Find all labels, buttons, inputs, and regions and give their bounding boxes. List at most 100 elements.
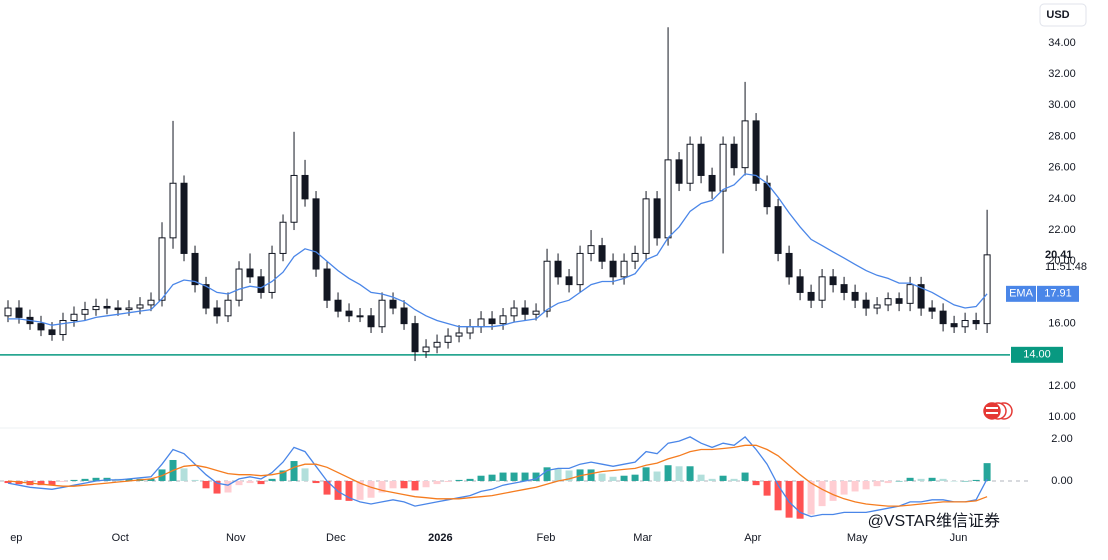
candle-body bbox=[235, 268, 243, 301]
candle-body bbox=[906, 284, 914, 304]
histogram-bar bbox=[59, 480, 67, 483]
y-tick-label: 34.00 bbox=[1048, 37, 1076, 49]
candle-body bbox=[576, 252, 584, 286]
candle-body bbox=[884, 298, 892, 306]
histogram-bar bbox=[422, 480, 430, 488]
histogram-bar bbox=[972, 479, 980, 481]
candle-body bbox=[620, 260, 628, 278]
y-tick-label: 0.00 bbox=[1051, 475, 1072, 487]
candle-body bbox=[136, 304, 144, 309]
x-tick-label: Mar bbox=[633, 532, 652, 544]
histogram-bar bbox=[389, 480, 397, 489]
histogram-bar bbox=[851, 480, 859, 492]
histogram-bar bbox=[411, 480, 419, 491]
candle-body bbox=[81, 309, 89, 315]
candle-body bbox=[543, 260, 551, 312]
candle-body bbox=[598, 245, 606, 262]
histogram-bar bbox=[895, 480, 903, 482]
x-tick-label: ep bbox=[10, 532, 22, 544]
candle-body bbox=[455, 332, 463, 337]
histogram-bar bbox=[367, 480, 375, 498]
candle-body bbox=[367, 315, 375, 328]
histogram-bar bbox=[829, 480, 837, 501]
macd-line bbox=[7, 444, 988, 507]
candle-body bbox=[92, 305, 100, 311]
y-tick-label: 2.00 bbox=[1051, 433, 1072, 445]
candle-body bbox=[895, 298, 903, 304]
currency-label[interactable]: USD bbox=[1046, 9, 1069, 21]
histogram-bar bbox=[48, 480, 56, 486]
candle-body bbox=[950, 323, 958, 328]
candle-body bbox=[807, 291, 815, 301]
candle-body bbox=[928, 307, 936, 312]
candle-body bbox=[664, 159, 672, 239]
candle-body bbox=[829, 276, 837, 286]
candle-body bbox=[477, 318, 485, 328]
x-tick-label: Nov bbox=[226, 532, 246, 544]
candle-body bbox=[741, 120, 749, 169]
candle-body bbox=[169, 182, 177, 239]
histogram-bar bbox=[862, 480, 870, 490]
candle-body bbox=[389, 299, 397, 309]
histogram-bar bbox=[488, 474, 496, 481]
histogram-bar bbox=[961, 480, 969, 482]
candle-body bbox=[752, 120, 760, 184]
candle-body bbox=[180, 182, 188, 254]
histogram-bar bbox=[323, 480, 331, 495]
histogram-bar bbox=[4, 480, 12, 484]
y-tick-label: 28.00 bbox=[1048, 130, 1076, 142]
candle-body bbox=[774, 206, 782, 254]
candle-body bbox=[631, 252, 639, 262]
histogram-bar bbox=[213, 480, 221, 494]
candle-body bbox=[554, 260, 562, 278]
histogram-bar bbox=[653, 471, 661, 481]
x-tick-label: Jun bbox=[950, 532, 968, 544]
countdown: 11:51:48 bbox=[1045, 261, 1087, 273]
histogram-bar bbox=[642, 467, 650, 481]
histogram-bar bbox=[950, 480, 958, 482]
candle-body bbox=[257, 276, 265, 293]
candle-body bbox=[466, 326, 474, 334]
candle-body bbox=[510, 307, 518, 317]
candle-body bbox=[444, 335, 452, 343]
candle-body bbox=[796, 276, 804, 293]
histogram-bar bbox=[510, 472, 518, 481]
ema-value: 17.91 bbox=[1044, 288, 1072, 300]
candle-body bbox=[862, 299, 870, 309]
currency-button[interactable] bbox=[1039, 3, 1087, 27]
histogram-bar bbox=[147, 478, 155, 481]
candle-body bbox=[191, 252, 199, 286]
candle-body bbox=[686, 143, 694, 184]
histogram-bar bbox=[257, 480, 265, 485]
y-tick-label: 32.00 bbox=[1048, 68, 1076, 80]
y-tick-label: 16.00 bbox=[1048, 318, 1076, 330]
candle-body bbox=[48, 329, 56, 336]
histogram-bar bbox=[818, 480, 826, 507]
x-tick-label: Dec bbox=[326, 532, 346, 544]
candle-body bbox=[873, 304, 881, 309]
histogram-bar bbox=[719, 475, 727, 481]
histogram-bar bbox=[301, 468, 309, 481]
candle-body bbox=[675, 159, 683, 184]
histogram-bar bbox=[785, 480, 793, 518]
histogram-bar bbox=[741, 472, 749, 481]
histogram-bar bbox=[246, 480, 254, 484]
histogram-bar bbox=[235, 480, 243, 486]
candle-body bbox=[345, 310, 353, 317]
candle-body bbox=[103, 305, 111, 309]
histogram-bar bbox=[70, 479, 78, 481]
candle-body bbox=[917, 284, 925, 309]
histogram-bar bbox=[906, 477, 914, 481]
x-tick-label: May bbox=[847, 532, 868, 544]
ema-line bbox=[8, 173, 988, 328]
histogram-bar bbox=[444, 480, 452, 483]
x-tick-label: Apr bbox=[744, 532, 761, 544]
candle-body bbox=[488, 318, 496, 325]
histogram-bar bbox=[455, 479, 463, 481]
histogram-bar bbox=[37, 480, 45, 486]
candle-body bbox=[411, 323, 419, 353]
histogram-bar bbox=[345, 480, 353, 501]
histogram-bar bbox=[312, 480, 320, 484]
